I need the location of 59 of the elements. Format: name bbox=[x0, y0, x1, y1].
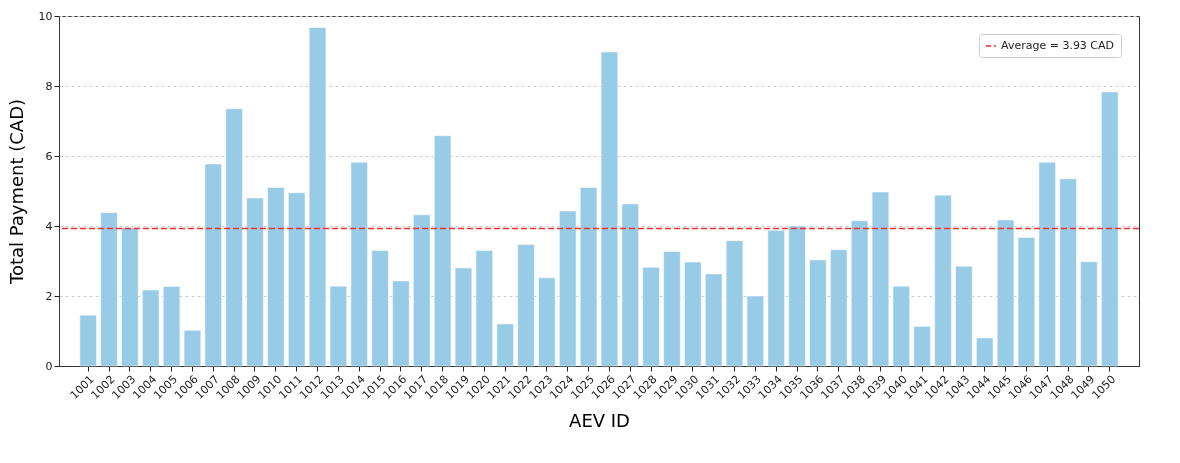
bar bbox=[705, 273, 723, 367]
bar bbox=[830, 249, 848, 367]
bar bbox=[454, 267, 473, 367]
bar bbox=[475, 250, 493, 367]
bar bbox=[725, 240, 744, 367]
bar bbox=[663, 251, 681, 367]
bar bbox=[79, 315, 97, 367]
bar bbox=[308, 27, 327, 367]
bar bbox=[163, 286, 181, 367]
y-tick-label: 4 bbox=[45, 219, 53, 233]
bar bbox=[913, 326, 931, 367]
bar bbox=[142, 289, 160, 367]
legend-label: Average = 3.93 CAD bbox=[1001, 39, 1115, 52]
bar bbox=[871, 191, 890, 367]
y-tick-label: 0 bbox=[45, 359, 53, 373]
bar bbox=[955, 266, 973, 367]
bar bbox=[496, 323, 514, 367]
bar bbox=[225, 108, 243, 367]
bar bbox=[121, 227, 139, 367]
bar bbox=[371, 250, 389, 367]
bar bbox=[579, 187, 598, 367]
y-tick-label: 10 bbox=[38, 9, 53, 23]
bar bbox=[246, 197, 264, 367]
bar bbox=[746, 295, 764, 367]
bar bbox=[183, 330, 202, 367]
bar bbox=[996, 219, 1015, 367]
bar bbox=[809, 259, 827, 367]
bar bbox=[392, 280, 410, 367]
bar bbox=[100, 212, 118, 367]
y-axis-title: Total Payment (CAD) bbox=[5, 98, 27, 286]
bar bbox=[934, 194, 952, 367]
y-tick-label: 6 bbox=[45, 149, 53, 163]
bar bbox=[434, 135, 452, 367]
bar bbox=[350, 162, 368, 367]
bar bbox=[1059, 178, 1077, 367]
bar bbox=[288, 192, 306, 367]
bar bbox=[329, 285, 347, 367]
bar bbox=[517, 244, 535, 367]
bar bbox=[767, 229, 785, 367]
bar bbox=[538, 277, 556, 367]
bar bbox=[892, 285, 910, 367]
bar bbox=[559, 210, 577, 367]
bar bbox=[600, 51, 619, 367]
bar bbox=[851, 220, 869, 367]
bar bbox=[788, 225, 806, 367]
bar bbox=[621, 203, 639, 367]
bar bbox=[1080, 261, 1098, 367]
bar bbox=[1017, 237, 1035, 367]
y-tick-label: 8 bbox=[45, 79, 53, 93]
y-tick-label: 2 bbox=[45, 289, 53, 303]
x-axis-title: AEV ID bbox=[569, 410, 630, 432]
bar bbox=[976, 337, 994, 367]
bar bbox=[204, 163, 222, 367]
bar bbox=[1101, 91, 1119, 367]
bar bbox=[684, 261, 702, 367]
bar bbox=[1038, 162, 1056, 367]
bar bbox=[267, 187, 285, 367]
bar bbox=[642, 267, 660, 367]
bar bbox=[413, 214, 431, 367]
